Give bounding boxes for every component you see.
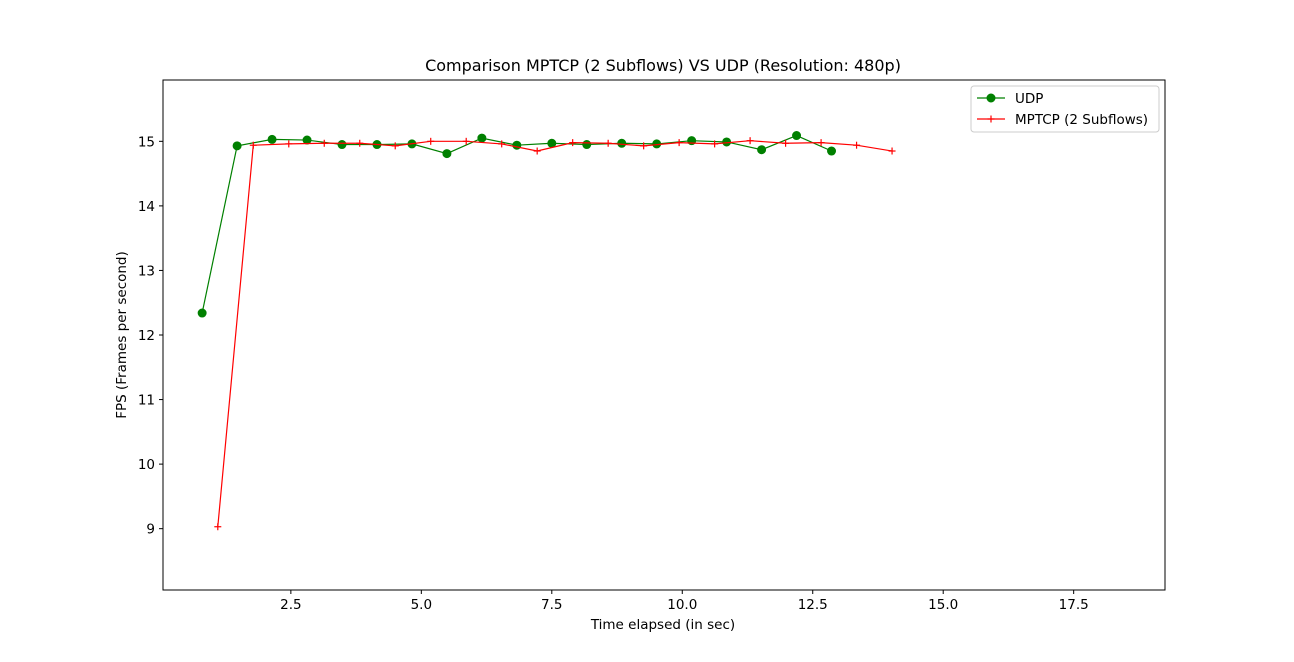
y-tick-label: 15 [138, 134, 155, 150]
data-point [675, 139, 683, 147]
series-mptcp [214, 137, 896, 531]
legend-box [970, 85, 1160, 133]
data-point [302, 135, 312, 145]
x-tick-label: 10.0 [667, 597, 697, 613]
data-point [427, 137, 435, 145]
y-tick-label: 13 [138, 263, 155, 279]
data-point [640, 142, 648, 150]
y-tick-label: 12 [138, 328, 155, 344]
y-tick-label: 14 [138, 199, 155, 215]
data-point [569, 139, 577, 147]
data-point [757, 145, 767, 155]
data-point [782, 139, 790, 147]
data-point [477, 133, 487, 143]
data-point [232, 141, 242, 151]
data-point [853, 141, 861, 149]
x-tick-label: 2.5 [280, 597, 301, 613]
legend-label: UDP [1015, 91, 1043, 107]
legend-item: MPTCP (2 Subflows) [977, 112, 1148, 128]
data-point [888, 147, 896, 155]
x-tick-label: 17.5 [1059, 597, 1089, 613]
y-tick-label: 9 [146, 522, 155, 538]
data-point [462, 137, 470, 145]
legend-item: UDP [977, 91, 1043, 107]
x-tick-label: 7.5 [541, 597, 562, 613]
y-axis: 9 10 11 12 13 14 15 [138, 134, 163, 538]
data-point [285, 140, 293, 148]
data-point [356, 139, 364, 147]
data-point [817, 139, 825, 147]
x-tick-label: 15.0 [928, 597, 958, 613]
data-point [827, 146, 837, 156]
data-point [498, 140, 506, 148]
data-point [337, 140, 347, 150]
data-point [442, 149, 452, 159]
data-point [746, 137, 754, 145]
data-point [249, 141, 257, 149]
chart-title: Comparison MPTCP (2 Subflows) VS UDP (Re… [425, 56, 901, 75]
series-line [217, 140, 893, 527]
x-axis-title: Time elapsed (in sec) [590, 617, 735, 633]
data-point [547, 138, 557, 148]
axes-frame [162, 79, 1166, 591]
data-point [792, 131, 802, 141]
data-point [214, 523, 222, 531]
data-point [320, 139, 328, 147]
series-layer [197, 131, 896, 531]
y-axis-title: FPS (Frames per second) [114, 251, 130, 419]
data-point [391, 142, 399, 150]
data-point [604, 139, 612, 147]
x-tick-label: 12.5 [798, 597, 828, 613]
data-point [197, 308, 207, 318]
data-point [267, 134, 277, 144]
y-tick-label: 11 [138, 393, 155, 409]
y-tick-label: 10 [138, 457, 155, 473]
x-tick-label: 5.0 [411, 597, 432, 613]
plot-area: 2.5 5.0 7.5 10.0 12.5 15.0 17.5 9 10 11 12 13 14 15 [138, 79, 1166, 613]
data-point [617, 138, 627, 148]
legend-marker [987, 115, 995, 123]
data-point [711, 140, 719, 148]
data-point [533, 147, 541, 155]
legend-label: MPTCP (2 Subflows) [1015, 112, 1148, 128]
data-point [582, 140, 592, 150]
legend-marker [986, 93, 996, 103]
x-axis: 2.5 5.0 7.5 10.0 12.5 15.0 17.5 [280, 590, 1089, 613]
legend: UDP MPTCP (2 Subflows) [970, 85, 1160, 133]
